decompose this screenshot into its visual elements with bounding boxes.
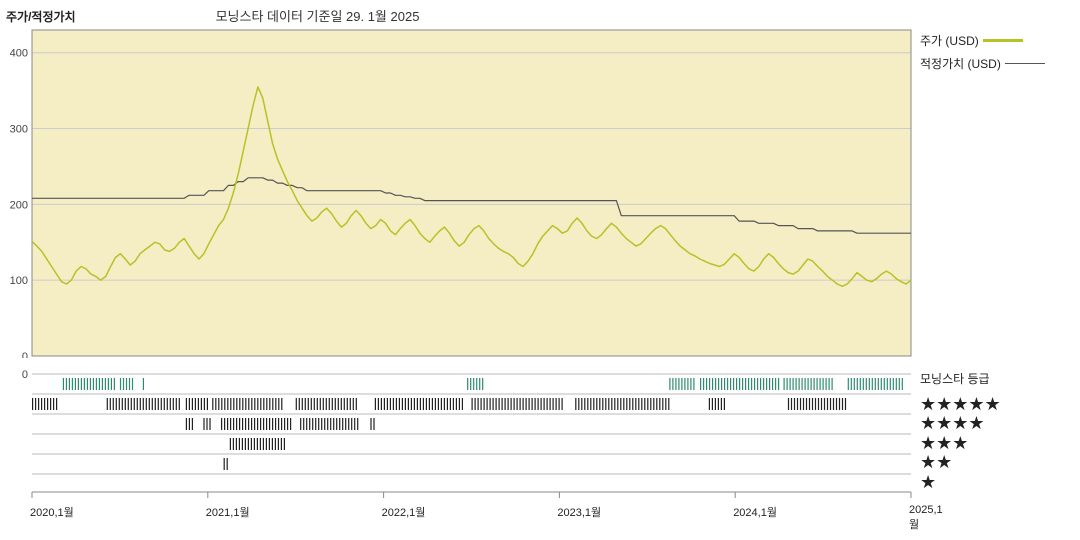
legend-swatch-fair bbox=[1005, 63, 1045, 65]
star-row-5: ★★★★★ bbox=[920, 395, 1074, 414]
x-axis-label: 2022,1월 bbox=[382, 504, 426, 520]
rating-chart: 0 bbox=[6, 370, 912, 498]
legend-item-price: 주가 (USD) bbox=[920, 32, 1074, 49]
svg-text:200: 200 bbox=[10, 199, 28, 211]
star-row-2: ★★ bbox=[920, 453, 1074, 472]
svg-text:300: 300 bbox=[10, 124, 28, 136]
chart-title: 주가/적정가치 bbox=[6, 8, 76, 25]
rating-legend: 모닝스타 등급 ★★★★★ ★★★★ ★★★ ★★ ★ bbox=[920, 370, 1074, 492]
legend-item-fair: 적정가치 (USD) bbox=[920, 55, 1074, 72]
rating-legend-title: 모닝스타 등급 bbox=[920, 370, 1074, 387]
x-axis-label: 2023,1월 bbox=[557, 504, 601, 520]
svg-text:400: 400 bbox=[10, 48, 28, 60]
star-row-3: ★★★ bbox=[920, 434, 1074, 453]
x-axis-label: 2024,1월 bbox=[733, 504, 777, 520]
x-axis-label: 2025,1월 bbox=[909, 504, 943, 532]
chart-legend: 주가 (USD) 적정가치 (USD) bbox=[920, 32, 1074, 78]
svg-text:100: 100 bbox=[10, 275, 28, 287]
chart-subtitle: 모닝스타 데이터 기준일 29. 1월 2025 bbox=[216, 6, 420, 25]
star-row-1: ★ bbox=[920, 473, 1074, 492]
legend-label: 적정가치 (USD) bbox=[920, 55, 1001, 72]
svg-text:0: 0 bbox=[22, 351, 28, 358]
price-chart: 0 100 200 300 400 bbox=[6, 28, 912, 358]
x-axis-label: 2020,1월 bbox=[30, 504, 74, 520]
star-row-4: ★★★★ bbox=[920, 414, 1074, 433]
x-axis: 2020,1월2021,1월2022,1월2023,1월2024,1월2025,… bbox=[6, 498, 912, 518]
svg-text:0: 0 bbox=[22, 370, 28, 381]
legend-swatch-price bbox=[983, 39, 1023, 42]
legend-label: 주가 (USD) bbox=[920, 32, 979, 49]
x-axis-label: 2021,1월 bbox=[206, 504, 250, 520]
